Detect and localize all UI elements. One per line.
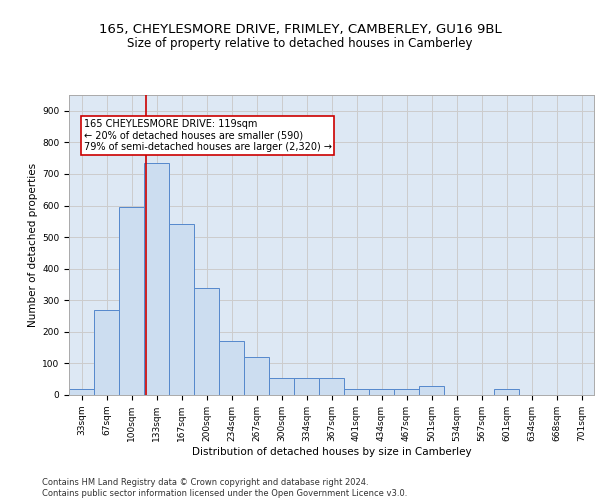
Y-axis label: Number of detached properties: Number of detached properties bbox=[28, 163, 38, 327]
Text: 165, CHEYLESMORE DRIVE, FRIMLEY, CAMBERLEY, GU16 9BL: 165, CHEYLESMORE DRIVE, FRIMLEY, CAMBERL… bbox=[98, 22, 502, 36]
Bar bbox=[244, 357, 269, 395]
Bar bbox=[494, 390, 519, 395]
Bar bbox=[419, 386, 444, 395]
Bar bbox=[219, 342, 244, 395]
Bar bbox=[369, 390, 394, 395]
Bar bbox=[94, 310, 119, 395]
Bar bbox=[319, 378, 344, 395]
Text: Contains HM Land Registry data © Crown copyright and database right 2024.
Contai: Contains HM Land Registry data © Crown c… bbox=[42, 478, 407, 498]
Bar bbox=[344, 390, 369, 395]
Text: Size of property relative to detached houses in Camberley: Size of property relative to detached ho… bbox=[127, 38, 473, 51]
Bar bbox=[294, 378, 319, 395]
Bar bbox=[69, 390, 94, 395]
Bar bbox=[169, 224, 194, 395]
Bar bbox=[194, 288, 219, 395]
Bar bbox=[119, 207, 144, 395]
Bar bbox=[269, 378, 294, 395]
Text: 165 CHEYLESMORE DRIVE: 119sqm
← 20% of detached houses are smaller (590)
79% of : 165 CHEYLESMORE DRIVE: 119sqm ← 20% of d… bbox=[83, 118, 331, 152]
Bar bbox=[144, 163, 169, 395]
X-axis label: Distribution of detached houses by size in Camberley: Distribution of detached houses by size … bbox=[191, 446, 472, 456]
Bar bbox=[394, 390, 419, 395]
